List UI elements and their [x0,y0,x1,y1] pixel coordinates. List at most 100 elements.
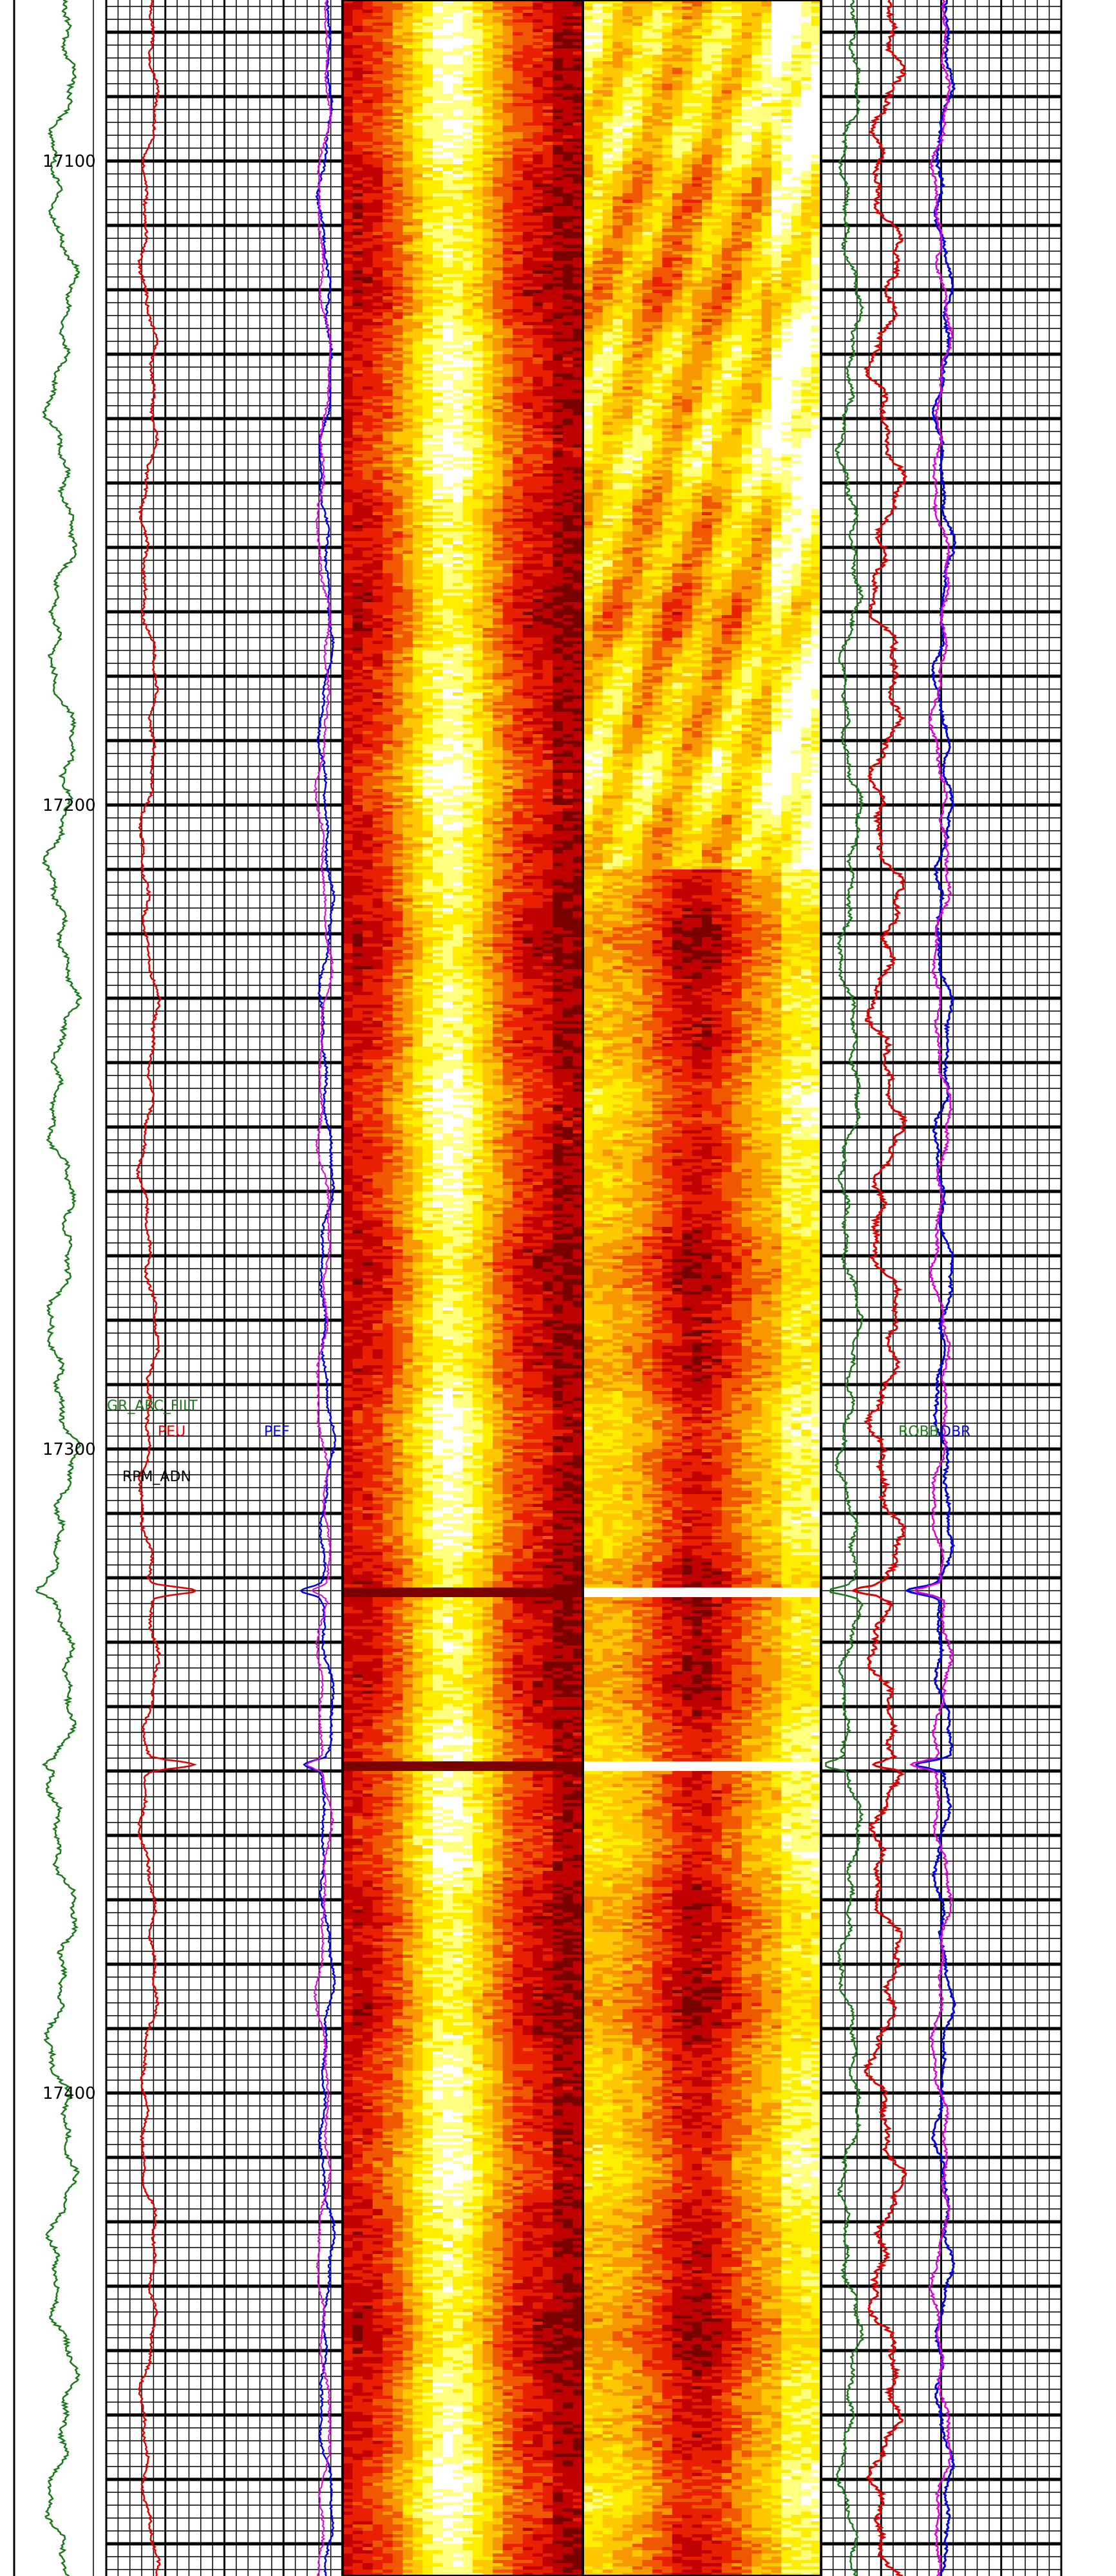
image-cell [493,19,503,23]
image-cell [503,26,513,30]
image-cell [513,26,523,30]
image-cell [553,55,563,59]
image-cell [363,90,373,94]
image-cell [383,77,393,81]
image-cell [503,42,513,46]
image-cell [343,100,353,104]
image-cell [453,6,463,10]
image-cell [493,6,503,10]
image-cell [393,97,403,100]
image-cell [402,61,413,65]
image-cell [513,80,523,84]
image-cell [533,42,543,46]
image-cell [533,84,543,88]
image-cell [433,106,443,110]
image-cell [503,77,513,81]
image-cell [343,68,353,71]
image-cell [343,61,353,65]
image-cell [523,84,533,88]
image-cell [513,84,523,88]
image-cell [503,106,513,110]
image-cell [413,61,423,65]
image-cell [442,23,453,26]
image-cell [463,61,473,65]
image-cell [453,68,463,71]
image-cell [442,74,453,78]
image-cell [363,6,373,10]
image-cell [433,45,443,49]
image-cell [433,23,443,26]
image-cell [373,103,383,107]
image-cell [402,77,413,81]
image-cell [402,106,413,110]
image-cell [442,48,453,52]
image-cell [343,55,353,59]
image-cell [393,13,403,17]
image-cell [493,106,503,110]
image-cell [533,45,543,49]
image-cell [413,45,423,49]
image-cell [373,32,383,36]
image-cell [353,80,363,84]
image-cell [373,64,383,68]
image-cell [513,61,523,65]
image-cell [543,35,553,39]
image-cell [453,10,463,14]
image-cell [543,23,553,26]
image-cell [422,48,433,52]
image-cell [343,106,353,110]
image-cell [513,6,523,10]
image-cell [503,23,513,26]
image-cell [453,87,463,91]
image-cell [413,58,423,62]
image-cell [493,109,503,113]
image-cell [383,74,393,78]
image-cell [513,23,523,26]
image-cell [433,68,443,71]
image-cell [453,77,463,81]
image-cell [483,77,493,81]
image-cell [402,19,413,23]
image-cell [343,23,353,26]
image-cell [343,103,353,107]
image-cell [353,35,363,39]
image-cell [473,39,483,43]
image-cell [473,10,483,14]
image-cell [553,19,563,23]
image-cell [373,97,383,100]
image-cell [463,64,473,68]
image-cell [483,103,493,107]
image-cell [463,74,473,78]
image-cell [373,6,383,10]
image-cell [463,106,473,110]
image-cell [563,48,573,52]
image-cell [463,13,473,17]
image-cell [533,100,543,104]
image-cell [513,100,523,104]
image-cell [453,39,463,43]
image-cell [343,58,353,62]
image-cell [503,13,513,17]
image-cell [523,74,533,78]
image-cell [393,90,403,94]
image-cell [493,80,503,84]
image-cell [563,13,573,17]
image-cell [543,48,553,52]
image-cell [563,52,573,55]
image-cell [393,23,403,26]
image-cell [353,103,363,107]
image-cell [393,19,403,23]
image-cell [402,80,413,84]
image-cell [493,32,503,36]
image-cell [493,68,503,71]
image-cell [553,35,563,39]
image-cell [422,106,433,110]
image-cell [513,42,523,46]
image-cell [553,6,563,10]
image-cell [343,35,353,39]
image-cell [343,84,353,88]
image-cell [363,42,373,46]
image-cell [493,45,503,49]
image-cell [483,84,493,88]
image-cell [383,55,393,59]
